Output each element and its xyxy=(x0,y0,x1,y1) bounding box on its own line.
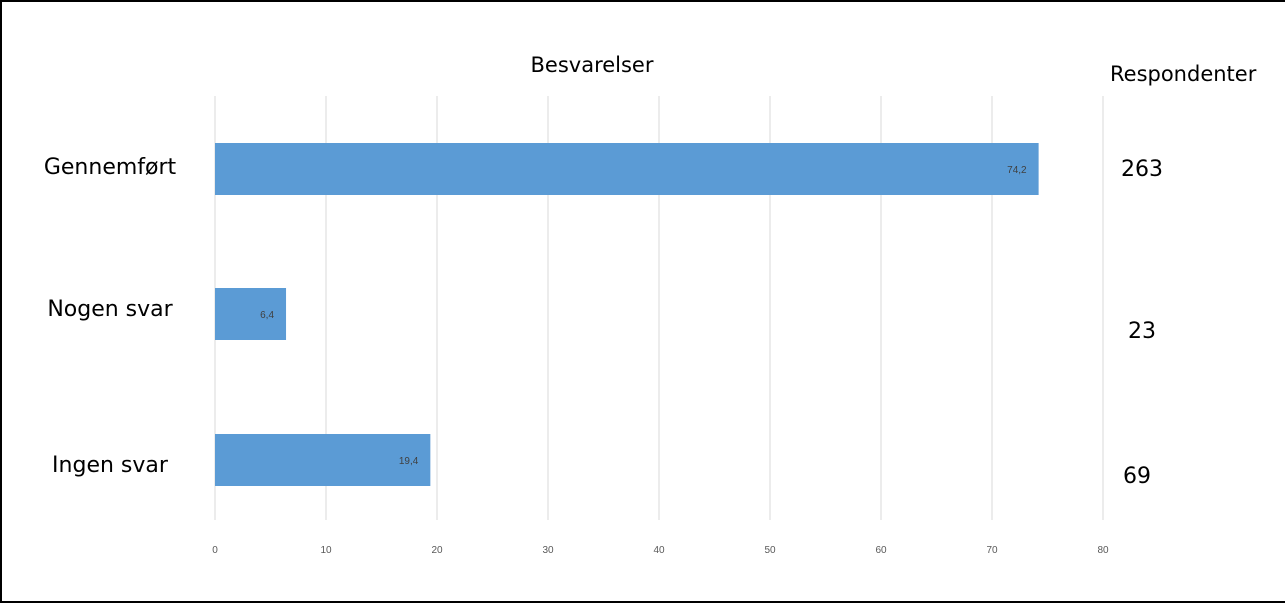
x-tick-label: 40 xyxy=(653,545,665,556)
x-tick-label: 0 xyxy=(212,545,218,556)
category-label: Nogen svar xyxy=(47,297,173,322)
bars xyxy=(215,143,1039,486)
x-tick-label: 60 xyxy=(875,545,887,556)
x-tick-label: 10 xyxy=(320,545,332,556)
x-tick-label: 30 xyxy=(542,545,554,556)
chart-title: Besvarelser xyxy=(531,53,654,77)
x-tick-label: 20 xyxy=(431,545,443,556)
labels: 0 10 20 30 40 50 60 70 80 74,2 Gennemført 263 6,4 Nog… xyxy=(44,155,1163,556)
data-label: 6,4 xyxy=(260,310,274,321)
x-tick-label: 70 xyxy=(986,545,998,556)
bar-0 xyxy=(215,143,1039,195)
respondent-count: 69 xyxy=(1123,464,1151,489)
bar-1 xyxy=(215,288,286,340)
respondenter-header: Respondenter xyxy=(1110,62,1257,86)
category-label: Gennemført xyxy=(44,155,177,180)
respondent-count: 23 xyxy=(1128,319,1156,344)
respondent-count: 263 xyxy=(1121,157,1163,182)
data-label: 74,2 xyxy=(1007,165,1027,176)
category-label: Ingen svar xyxy=(52,453,169,478)
data-label: 19,4 xyxy=(399,456,419,467)
x-tick-label: 80 xyxy=(1097,545,1109,556)
x-tick-label: 50 xyxy=(764,545,776,556)
